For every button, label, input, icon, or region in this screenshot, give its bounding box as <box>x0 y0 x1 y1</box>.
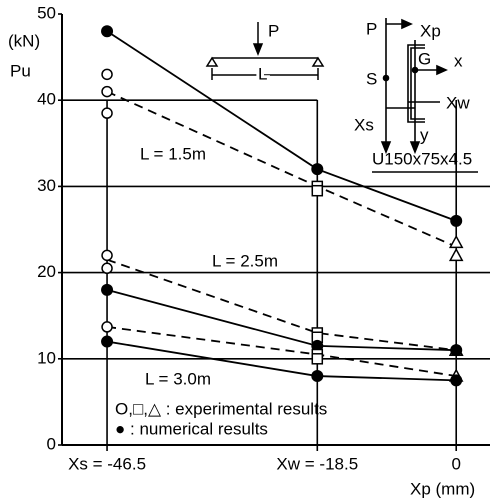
series-label: L = 1.5m <box>140 144 206 163</box>
series-label: L = 2.5m <box>212 251 278 270</box>
section-xs: Xs <box>354 115 374 134</box>
y-unit: (kN) <box>8 31 40 50</box>
numerical-point <box>101 283 114 296</box>
section-centroid: G <box>418 49 431 68</box>
inset-beam <box>205 22 325 80</box>
x-tick-label: 0 <box>451 454 460 473</box>
y-tick-label: 50 <box>37 3 56 22</box>
y-tick-label: 20 <box>37 262 56 281</box>
experimental-circle <box>101 68 113 81</box>
section-y-axis: y <box>420 125 429 144</box>
legend-experimental: O,□,△ : experimental results <box>115 399 327 418</box>
experimental-square <box>311 353 324 365</box>
section-xw: Xw <box>446 93 470 112</box>
x-tick-label: Xw = -18.5 <box>276 454 358 473</box>
y-tick-label: 40 <box>37 90 56 109</box>
section-label: U150x75x4.5 <box>372 149 472 168</box>
experimental-circle <box>101 107 113 119</box>
numerical-point <box>101 25 114 38</box>
experimental-line <box>106 258 457 352</box>
y-tick-label: 10 <box>37 348 56 367</box>
section-load: P <box>366 19 377 38</box>
y-tick-label: 0 <box>47 434 56 453</box>
experimental-circle <box>101 249 113 262</box>
experimental-triangle <box>448 234 464 249</box>
inset-section <box>372 18 478 173</box>
numerical-point <box>450 344 463 357</box>
experimental-circle <box>101 85 113 98</box>
legend-numerical: ● : numerical results <box>115 419 268 438</box>
x-tick-label: Xs = -46.5 <box>68 454 146 473</box>
experimental-circle <box>101 262 113 275</box>
series-label: L = 3.0m <box>145 369 211 388</box>
experimental-square <box>311 184 324 197</box>
experimental-triangle <box>448 247 464 262</box>
beam-load: P <box>268 21 279 40</box>
x-label: Xp (mm) <box>410 479 475 498</box>
experimental-circle <box>101 321 113 333</box>
y-label: Pu <box>10 61 31 80</box>
numerical-point <box>311 163 324 176</box>
section-xp: Xp <box>420 21 441 40</box>
numerical-point <box>450 214 463 227</box>
numerical-point <box>311 370 324 383</box>
numerical-point <box>450 374 463 387</box>
numerical-point <box>101 335 114 348</box>
y-tick-label: 30 <box>37 176 56 195</box>
section-shear-center: S <box>366 69 377 88</box>
section-x-axis: x <box>454 51 463 70</box>
beam-span: L <box>258 64 267 83</box>
